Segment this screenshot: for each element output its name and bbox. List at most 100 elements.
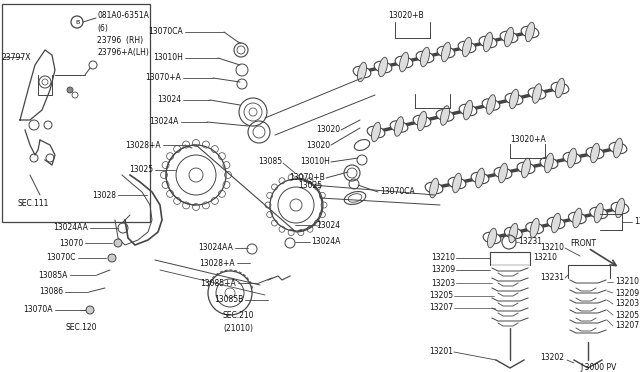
- Ellipse shape: [479, 36, 497, 48]
- Text: SEC.210: SEC.210: [222, 311, 253, 321]
- Text: 13020: 13020: [306, 141, 330, 150]
- Text: 13070A: 13070A: [24, 305, 53, 314]
- Ellipse shape: [417, 111, 426, 131]
- Ellipse shape: [525, 22, 534, 42]
- Text: 13070CA: 13070CA: [148, 28, 183, 36]
- Text: 13024: 13024: [316, 221, 340, 230]
- Ellipse shape: [413, 115, 431, 127]
- Ellipse shape: [526, 222, 543, 234]
- Ellipse shape: [437, 46, 455, 58]
- Ellipse shape: [486, 95, 495, 114]
- Text: 13024A: 13024A: [150, 118, 179, 126]
- Ellipse shape: [358, 62, 367, 82]
- Text: 081A0-6351A: 081A0-6351A: [97, 12, 149, 20]
- Ellipse shape: [429, 178, 438, 198]
- Text: 13010H: 13010H: [300, 157, 330, 167]
- Ellipse shape: [499, 163, 508, 183]
- Ellipse shape: [442, 42, 451, 62]
- Text: 13024AA: 13024AA: [198, 244, 233, 253]
- Ellipse shape: [504, 227, 522, 239]
- Bar: [2, 4, 150, 222]
- Circle shape: [67, 87, 73, 93]
- Ellipse shape: [488, 228, 497, 248]
- Ellipse shape: [547, 217, 565, 229]
- Text: 13020+C: 13020+C: [634, 218, 640, 227]
- Ellipse shape: [463, 100, 472, 120]
- Text: SEC.120: SEC.120: [65, 324, 97, 333]
- Ellipse shape: [374, 61, 392, 73]
- Text: 13024: 13024: [157, 96, 181, 105]
- Ellipse shape: [463, 37, 472, 57]
- Text: 13020+B: 13020+B: [388, 12, 424, 20]
- Ellipse shape: [616, 198, 625, 218]
- Ellipse shape: [545, 153, 554, 173]
- Text: 13201: 13201: [429, 347, 453, 356]
- Text: 23796  (RH): 23796 (RH): [97, 35, 143, 45]
- Text: 13207: 13207: [615, 321, 639, 330]
- Circle shape: [114, 239, 122, 247]
- Text: 13085: 13085: [258, 157, 282, 166]
- Ellipse shape: [509, 223, 518, 243]
- Text: 13010H: 13010H: [153, 54, 183, 62]
- Text: 13210: 13210: [431, 253, 455, 263]
- Ellipse shape: [568, 148, 577, 168]
- Text: 13209: 13209: [431, 266, 455, 275]
- Text: 13025: 13025: [298, 180, 322, 189]
- Text: 13231: 13231: [518, 237, 542, 247]
- Ellipse shape: [500, 31, 518, 43]
- Ellipse shape: [367, 126, 385, 138]
- Circle shape: [108, 254, 116, 262]
- Text: 13024A: 13024A: [311, 237, 340, 247]
- Ellipse shape: [440, 106, 449, 125]
- Ellipse shape: [532, 84, 541, 103]
- Ellipse shape: [611, 202, 629, 214]
- Ellipse shape: [505, 93, 523, 105]
- Text: 13028+A: 13028+A: [125, 141, 161, 150]
- Ellipse shape: [556, 78, 564, 98]
- Ellipse shape: [528, 88, 546, 99]
- Circle shape: [86, 306, 94, 314]
- Ellipse shape: [521, 26, 539, 38]
- Ellipse shape: [609, 142, 627, 154]
- Text: 13205: 13205: [429, 292, 453, 301]
- Ellipse shape: [586, 147, 604, 159]
- Ellipse shape: [390, 121, 408, 132]
- Text: 13202: 13202: [540, 353, 564, 362]
- Ellipse shape: [504, 27, 513, 47]
- Text: 23796+A(LH): 23796+A(LH): [97, 48, 149, 57]
- Ellipse shape: [517, 162, 535, 174]
- Ellipse shape: [416, 51, 434, 63]
- Text: 13020+A: 13020+A: [510, 135, 546, 144]
- Ellipse shape: [436, 110, 454, 121]
- Text: 13209: 13209: [615, 289, 639, 298]
- Ellipse shape: [540, 157, 558, 169]
- Ellipse shape: [420, 47, 429, 67]
- Ellipse shape: [395, 56, 413, 68]
- Text: 13070CA: 13070CA: [380, 187, 415, 196]
- Ellipse shape: [591, 143, 600, 163]
- Ellipse shape: [590, 207, 607, 219]
- Ellipse shape: [552, 213, 561, 233]
- Text: 13070+A: 13070+A: [145, 74, 181, 83]
- Ellipse shape: [425, 182, 443, 194]
- Ellipse shape: [452, 173, 461, 193]
- Ellipse shape: [573, 208, 582, 228]
- Text: 13024AA: 13024AA: [53, 224, 88, 232]
- Text: 13203: 13203: [615, 299, 639, 308]
- Text: J 3000 PV: J 3000 PV: [580, 363, 616, 372]
- Text: 13070: 13070: [59, 238, 83, 247]
- Ellipse shape: [483, 232, 501, 244]
- Ellipse shape: [483, 32, 493, 52]
- Ellipse shape: [378, 57, 388, 77]
- Ellipse shape: [494, 167, 512, 179]
- Text: 23797X: 23797X: [2, 52, 31, 61]
- Ellipse shape: [568, 212, 586, 224]
- Ellipse shape: [476, 168, 484, 188]
- Text: 13210: 13210: [540, 244, 564, 253]
- Ellipse shape: [459, 104, 477, 116]
- Ellipse shape: [371, 122, 381, 142]
- Ellipse shape: [482, 99, 500, 110]
- Ellipse shape: [399, 52, 408, 72]
- Ellipse shape: [394, 117, 404, 136]
- Text: 13086: 13086: [39, 288, 63, 296]
